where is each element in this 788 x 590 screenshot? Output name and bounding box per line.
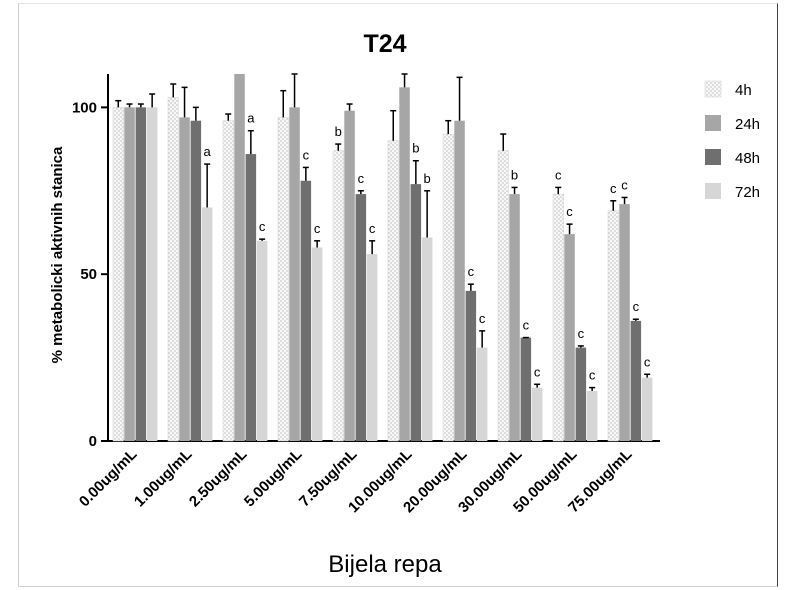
bar bbox=[607, 210, 619, 442]
x-tick-label: 1.00ug/mL bbox=[131, 446, 195, 510]
significance-label: c bbox=[468, 264, 475, 279]
significance-label: c bbox=[621, 177, 628, 192]
significance-label: b bbox=[511, 167, 518, 182]
bar bbox=[146, 107, 158, 441]
y-tick-label: 50 bbox=[80, 266, 97, 283]
bar bbox=[355, 194, 367, 441]
legend: 4h 24h 48h 72h bbox=[704, 80, 760, 201]
significance-label: c bbox=[479, 311, 486, 326]
bar bbox=[234, 74, 245, 441]
bar bbox=[300, 180, 312, 441]
bar bbox=[575, 347, 587, 441]
bar bbox=[476, 347, 488, 441]
x-tick-label: 0.00ug/mL bbox=[76, 446, 140, 510]
bar bbox=[564, 234, 575, 441]
significance-label: c bbox=[589, 368, 596, 383]
bar bbox=[421, 237, 433, 441]
bar bbox=[344, 110, 355, 441]
significance-label: b bbox=[412, 141, 419, 156]
bar bbox=[531, 387, 543, 441]
chart-frame bbox=[18, 3, 778, 587]
legend-swatch bbox=[705, 115, 721, 131]
chart-title: T24 bbox=[363, 30, 406, 58]
significance-label: c bbox=[566, 204, 573, 219]
significance-label: c bbox=[633, 299, 640, 314]
bar bbox=[311, 247, 323, 441]
y-tick-label: 0 bbox=[89, 433, 97, 450]
bar bbox=[410, 184, 422, 441]
bar bbox=[465, 290, 477, 441]
significance-label: c bbox=[358, 171, 365, 186]
significance-label: c bbox=[314, 221, 321, 236]
significance-label: a bbox=[204, 144, 212, 159]
bar bbox=[256, 240, 268, 441]
x-tick-label: 5.00ug/mL bbox=[241, 446, 305, 510]
bar bbox=[332, 150, 344, 442]
bar bbox=[509, 194, 520, 441]
x-axis-label: Bijela repa bbox=[328, 551, 442, 578]
bar bbox=[454, 120, 465, 441]
legend-label: 4h bbox=[735, 82, 752, 99]
bar bbox=[135, 107, 147, 441]
bar bbox=[245, 154, 257, 441]
y-axis-label: % metabolicki aktivnih stanica bbox=[49, 146, 66, 363]
bar bbox=[387, 140, 399, 442]
bar bbox=[179, 117, 190, 441]
y-tick-label: 100 bbox=[72, 99, 97, 116]
legend-swatch bbox=[705, 183, 721, 199]
significance-label: c bbox=[610, 181, 617, 196]
bar bbox=[586, 390, 598, 441]
significance-label: c bbox=[369, 221, 376, 236]
x-tick-label: 2.50ug/mL bbox=[186, 446, 250, 510]
legend-label: 48h bbox=[735, 150, 760, 167]
significance-label: a bbox=[247, 111, 255, 126]
significance-label: c bbox=[578, 326, 585, 341]
significance-label: b bbox=[335, 124, 342, 139]
bar bbox=[289, 107, 300, 441]
bar bbox=[497, 150, 509, 442]
bar bbox=[201, 207, 213, 441]
legend-label: 72h bbox=[735, 184, 760, 201]
bar bbox=[619, 204, 630, 441]
bar bbox=[222, 120, 234, 442]
bar bbox=[190, 120, 202, 441]
bar bbox=[630, 320, 642, 441]
legend-swatch bbox=[704, 80, 722, 98]
bar bbox=[399, 87, 410, 441]
significance-label: b bbox=[424, 171, 431, 186]
bar bbox=[520, 337, 532, 441]
significance-label: c bbox=[555, 167, 562, 182]
legend-label: 24h bbox=[735, 116, 760, 133]
bar bbox=[124, 107, 135, 441]
bar bbox=[112, 107, 124, 442]
bar bbox=[366, 254, 378, 441]
bar bbox=[442, 133, 454, 442]
significance-label: c bbox=[303, 147, 310, 162]
significance-label: c bbox=[259, 219, 266, 234]
bar bbox=[277, 117, 289, 442]
bar bbox=[552, 193, 564, 442]
bar bbox=[167, 97, 179, 442]
bar bbox=[641, 377, 653, 441]
significance-label: c bbox=[534, 364, 541, 379]
legend-swatch bbox=[705, 149, 721, 165]
significance-label: c bbox=[644, 354, 651, 369]
significance-label: c bbox=[523, 318, 530, 333]
